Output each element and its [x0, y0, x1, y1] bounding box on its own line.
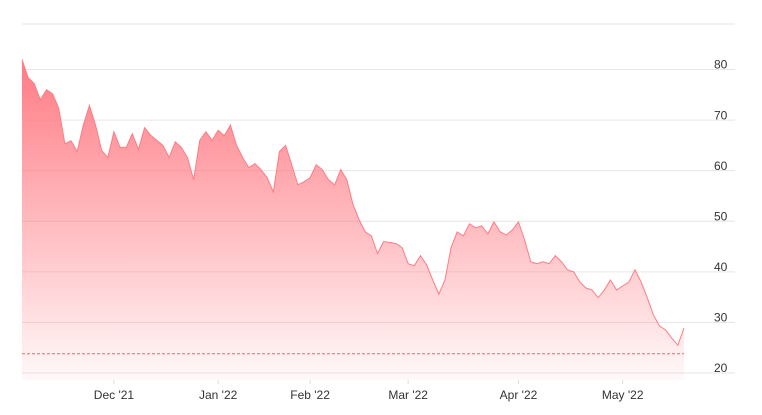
y-tick-label: 80	[714, 58, 728, 72]
area	[22, 59, 684, 381]
y-tick-label: 70	[714, 108, 728, 122]
y-tick-label: 30	[714, 311, 728, 325]
x-tick-label: Apr '22	[500, 388, 538, 402]
line	[21, 59, 685, 347]
x-tick-label: Feb '22	[290, 388, 330, 402]
y-tick-label: 20	[714, 361, 728, 375]
y-tick-label: 40	[714, 260, 728, 274]
x-tick-label: Jan '22	[199, 388, 238, 402]
x-tick-label: Dec '21	[94, 388, 135, 402]
x-tick-label: Mar '22	[388, 388, 428, 402]
y-tick-label: 60	[714, 159, 728, 173]
x-tick-label: May '22	[602, 388, 644, 402]
y-tick-label: 50	[714, 209, 728, 223]
